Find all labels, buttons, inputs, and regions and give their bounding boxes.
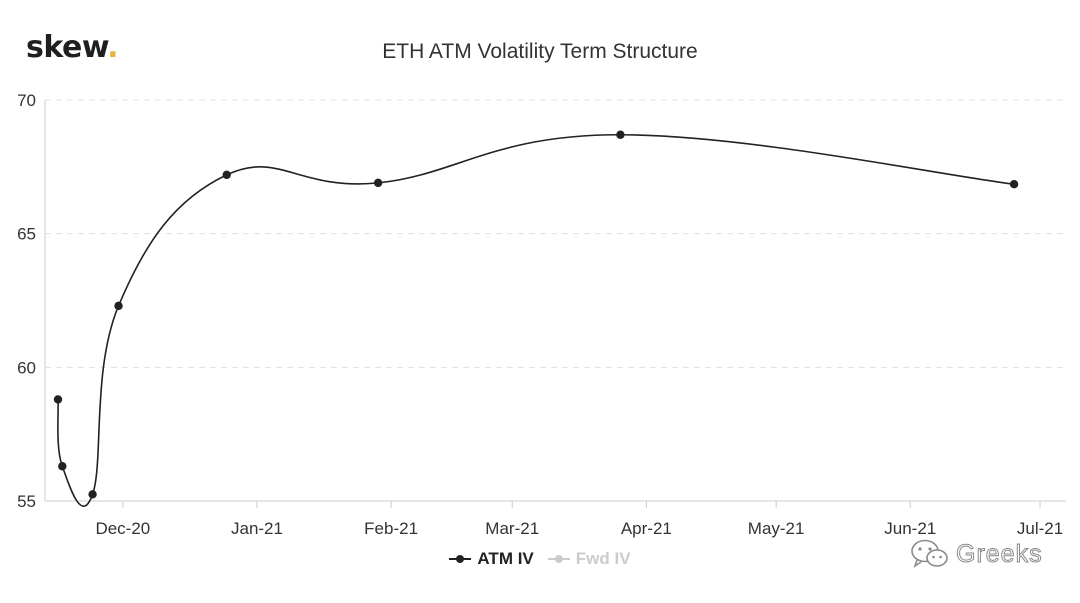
x-axis: Dec-20 Jan-21 Feb-21 Mar-21 Apr-21 May-21 Jun-… <box>44 100 1066 538</box>
series-atm-iv[interactable] <box>53 130 1019 507</box>
legend-marker-icon <box>449 554 472 564</box>
x-tick-label: Feb-21 <box>364 519 418 538</box>
brand-name: skew <box>26 30 108 65</box>
brand-dot: . <box>107 30 119 65</box>
y-tick-label: 55 <box>17 492 36 511</box>
legend-item-atm-iv[interactable]: ATM IV <box>449 549 534 569</box>
legend-marker-icon <box>547 554 570 564</box>
legend-label-fwd-iv: Fwd IV <box>575 549 631 568</box>
data-point[interactable] <box>114 301 123 311</box>
data-point[interactable] <box>58 462 67 471</box>
x-tick-label: Dec-20 <box>95 519 150 538</box>
brand-logo: skew. <box>26 30 119 65</box>
y-axis: 55 60 65 70 <box>17 91 36 511</box>
data-point[interactable] <box>373 178 383 188</box>
x-tick-label: Mar-21 <box>485 519 539 538</box>
wechat-icon <box>911 539 948 568</box>
y-tick-label: 60 <box>17 358 36 377</box>
legend-label-atm-iv: ATM IV <box>477 549 534 568</box>
y-tick-label: 70 <box>17 91 36 110</box>
x-tick-label: Jul-21 <box>1017 519 1063 538</box>
data-point[interactable] <box>88 490 97 499</box>
data-point[interactable] <box>53 395 63 404</box>
data-point[interactable] <box>1009 180 1019 189</box>
legend-item-fwd-iv[interactable]: Fwd IV <box>547 549 631 569</box>
data-point[interactable] <box>616 130 625 139</box>
y-tick-label: 65 <box>17 225 36 244</box>
x-tick-label: May-21 <box>748 519 805 538</box>
data-point[interactable] <box>222 170 231 180</box>
chart-title: ETH ATM Volatility Term Structure <box>382 40 698 63</box>
legend: ATM IV Fwd IV <box>0 549 1080 569</box>
grid-lines <box>45 99 1066 368</box>
x-tick-label: Jan-21 <box>231 519 283 538</box>
x-tick-label: Apr-21 <box>621 519 672 538</box>
series-line <box>57 133 1015 507</box>
watermark: Greeks <box>910 538 1043 570</box>
watermark-text: Greeks <box>956 539 1043 568</box>
x-tick-label: Jun-21 <box>884 519 936 538</box>
